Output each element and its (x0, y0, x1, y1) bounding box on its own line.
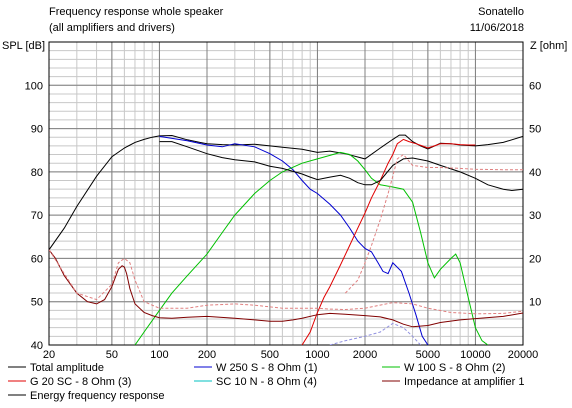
x-tick-label: 500 (261, 349, 279, 361)
legend-label: Energy frequency response (30, 390, 165, 402)
x-tick-label: 5000 (416, 349, 440, 361)
y-tick-label-left: 70 (31, 210, 43, 222)
y-tick-label-left: 80 (31, 167, 43, 179)
right-axis-label: Z [ohm] (530, 40, 568, 52)
x-tick-label: 1000 (305, 349, 329, 361)
x-tick-label: 20000 (508, 349, 539, 361)
legend-label: G 20 SC - 8 Ohm (3) (30, 376, 131, 388)
y-tick-label-left: 90 (31, 124, 43, 136)
chart-subtitle: (all amplifiers and drivers) (49, 22, 175, 34)
x-tick-label: 200 (198, 349, 216, 361)
y-tick-label-right: 10 (529, 297, 541, 309)
left-axis-label: SPL [dB] (2, 40, 46, 52)
legend-label: Total amplitude (30, 362, 104, 374)
legend-label: W 250 S - 8 Ohm (1) (216, 362, 317, 374)
y-tick-label-right: 60 (529, 80, 541, 92)
legend-label: W 100 S - 8 Ohm (2) (404, 362, 505, 374)
series-line-7 (344, 153, 523, 294)
y-tick-label-right: 40 (529, 167, 541, 179)
y-tick-label-left: 50 (31, 297, 43, 309)
series-line-3 (301, 138, 476, 345)
x-tick-label: 50 (106, 349, 118, 361)
y-tick-label-left: 40 (31, 340, 43, 352)
y-tick-label-right: 20 (529, 253, 541, 265)
y-tick-label-left: 60 (31, 253, 43, 265)
series-line-9 (329, 322, 421, 345)
y-tick-label-right: 30 (529, 210, 541, 222)
y-tick-label-right: 50 (529, 124, 541, 136)
series-line-6 (159, 141, 523, 192)
legend-label: SC 10 N - 8 Ohm (4) (216, 376, 317, 388)
plot-frame (48, 41, 524, 346)
x-tick-label: 2000 (353, 349, 377, 361)
y-tick-label-left: 100 (25, 80, 43, 92)
chart-title: Frequency response whole speaker (49, 6, 224, 18)
brand-label: Sonatello (478, 6, 524, 18)
series-line-8 (49, 249, 523, 315)
series-line-2 (134, 151, 489, 345)
x-tick-label: 10000 (460, 349, 491, 361)
series-line-5 (49, 249, 523, 328)
x-tick-label: 100 (150, 349, 168, 361)
x-tick-label: 20 (43, 349, 55, 361)
date-label: 11/06/2018 (469, 22, 524, 34)
series-line-1 (159, 135, 429, 345)
legend-label: Impedance at amplifier 1 (404, 376, 524, 388)
